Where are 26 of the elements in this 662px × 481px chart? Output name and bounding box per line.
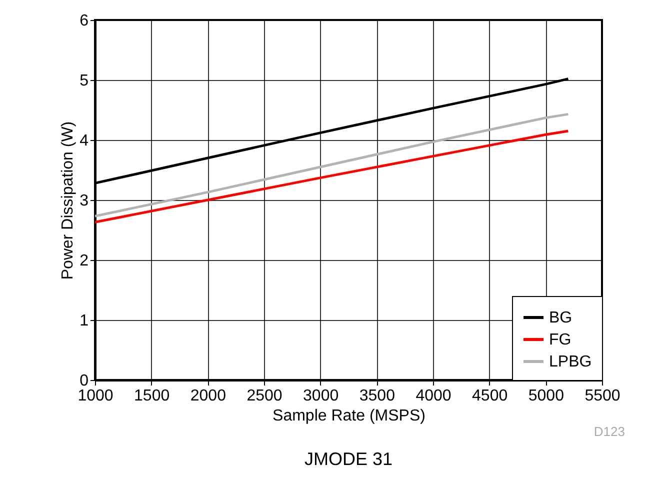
x-tick-label: 3500 [359, 388, 396, 404]
line-series [95, 112, 570, 218]
x-tick-label: 4000 [416, 388, 452, 404]
text: D123 [594, 424, 625, 439]
y-tick-label: 0 [80, 372, 89, 390]
x-tick-label: 1500 [134, 388, 170, 404]
legend-label: FG [549, 332, 572, 348]
y-tick-label: 6 [80, 12, 89, 30]
x-tick-label: 4500 [472, 388, 508, 404]
x-axis-title: Sample Rate (MSPS) [272, 408, 426, 424]
y-axis-title: Power Dissipation (W) [60, 121, 77, 280]
y-tick-label: 3 [80, 192, 89, 210]
line-series [95, 130, 570, 224]
x-tick-label: 3000 [303, 388, 339, 404]
y-tick-label: 2 [80, 252, 89, 270]
legend-label: BG [549, 310, 572, 326]
x-tick-label: 5000 [528, 388, 564, 404]
y-tick-label: 5 [80, 72, 89, 90]
y-tick-label: 4 [80, 132, 89, 150]
x-tick-label: 1000 [78, 388, 114, 404]
x-tick-label: 2500 [246, 388, 282, 404]
x-tick-label: 5500 [584, 388, 620, 404]
x-tick-label: 2000 [190, 388, 226, 404]
text: JMODE 31 [304, 449, 393, 469]
y-tick-label: 1 [80, 312, 89, 330]
legend-label: LPBG [549, 354, 592, 370]
